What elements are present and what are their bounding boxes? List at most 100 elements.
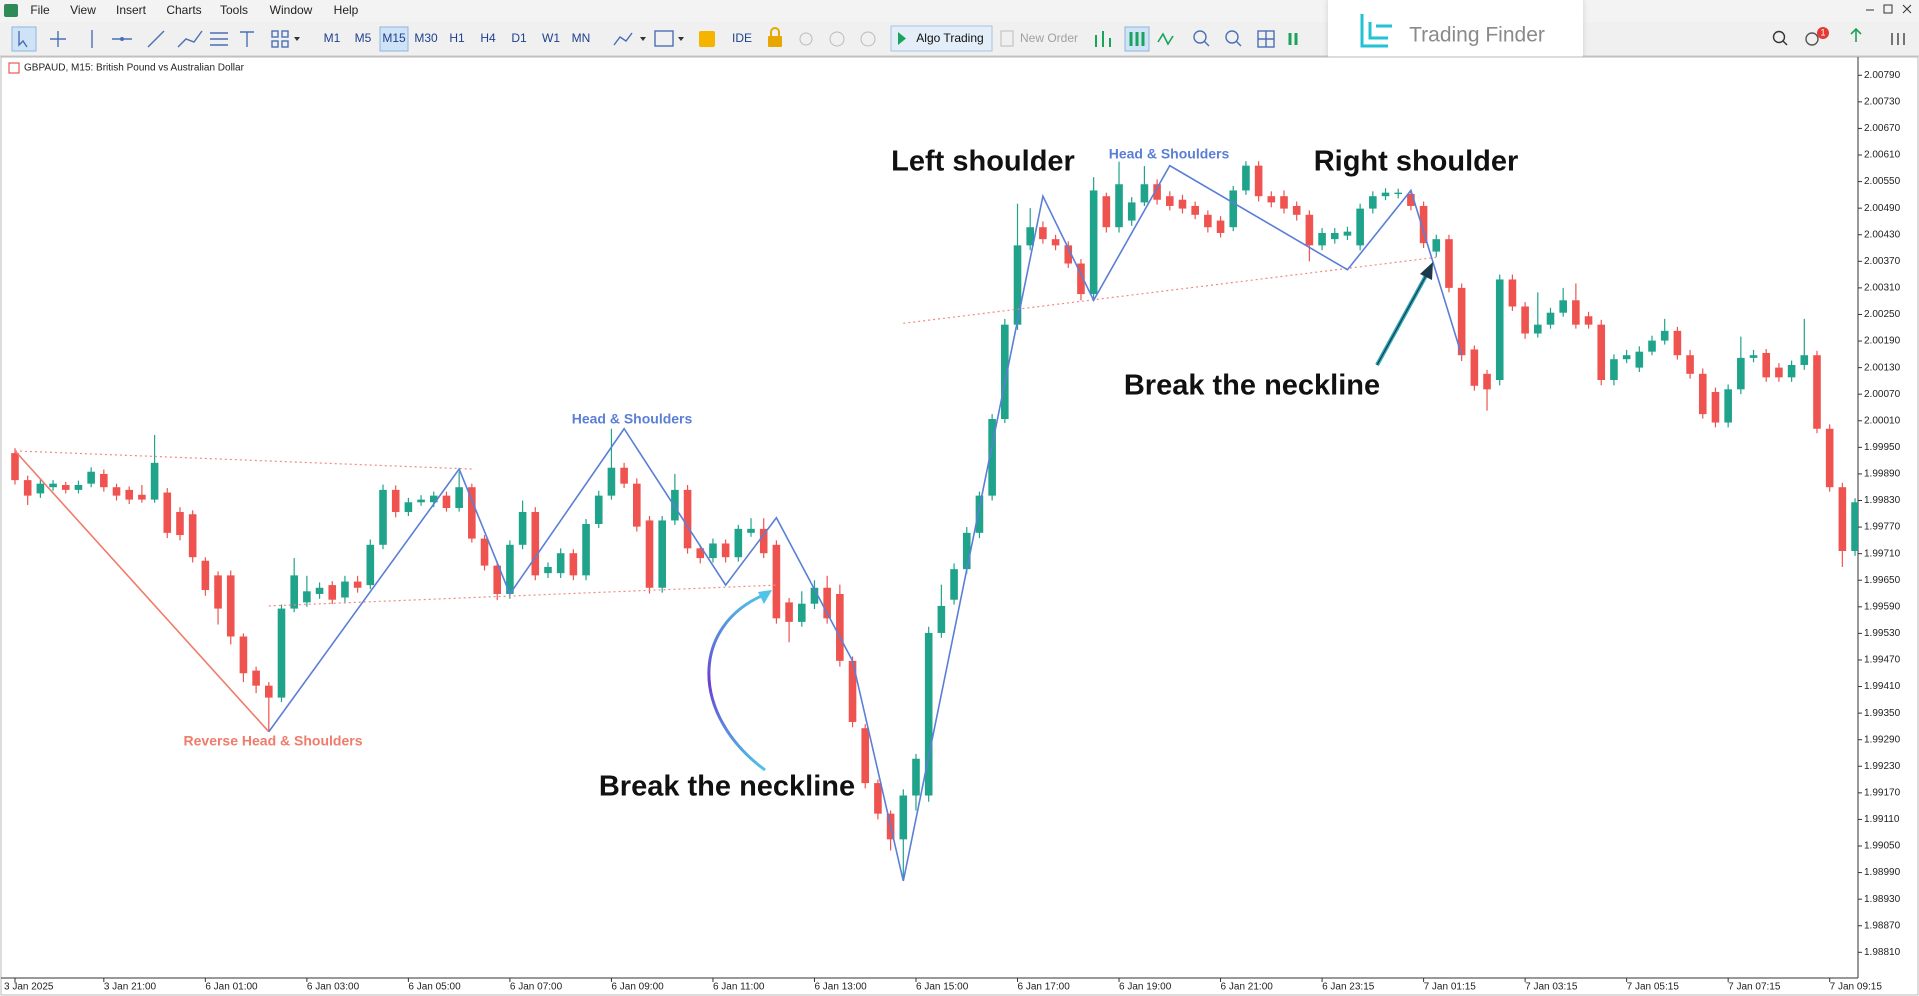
timeframe-button[interactable]: W1 [542,31,560,45]
timeframe-button[interactable]: M15 [382,31,406,45]
candle-body [1711,391,1720,423]
candle-body [455,487,463,509]
candle-body [391,489,400,513]
menu-item[interactable]: File [30,3,50,17]
candle-body [810,587,819,604]
candle-body [1813,355,1821,429]
y-tick-label: 1.99470 [1864,655,1901,666]
candle-body [125,489,134,500]
candle-body [633,483,641,527]
candle-body [1165,196,1174,206]
y-tick-label: 2.00730 [1864,96,1901,107]
candle-body [353,581,362,588]
y-tick-label: 2.00130 [1864,362,1901,373]
timeframe-highlight [379,26,409,52]
x-tick-label: 6 Jan 05:00 [408,982,461,993]
y-tick-label: 1.99110 [1864,814,1900,825]
ide-button[interactable]: IDE [732,31,752,45]
candle-body [1305,214,1314,246]
candle-body [594,495,603,524]
candle-body [265,685,273,698]
timeframe-button[interactable]: M1 [324,31,341,45]
y-tick-label: 2.00010 [1864,415,1901,426]
y-tick-label: 1.99530 [1864,628,1901,639]
candle-body [1381,192,1390,197]
candle-body [11,453,19,481]
x-tick-label: 7 Jan 01:15 [1424,982,1477,993]
timeframe-button[interactable]: MN [572,31,591,45]
plot-area [11,161,1858,882]
algo-trading-button[interactable]: Algo Trading [916,31,983,45]
x-tick-label: 3 Jan 21:00 [104,982,157,993]
candle-body [506,544,514,594]
new-order-button[interactable]: New Order [1020,31,1078,45]
candle-body [937,605,946,633]
timeframe-button[interactable]: H1 [449,31,465,45]
candle-body [1419,205,1428,244]
candle-body [975,495,984,533]
candle-body [988,419,996,496]
candle-body [518,512,527,545]
menu-item[interactable]: Charts [166,3,201,17]
y-tick-label: 1.98810 [1864,947,1901,958]
arrow-head [758,590,772,604]
candle-body [341,581,349,598]
candle-body [1749,355,1758,358]
annotation: Head & Shoulders [572,411,693,427]
y-tick-label: 2.00610 [1864,150,1901,161]
timeframe-button[interactable]: D1 [511,31,527,45]
timeframe-button[interactable]: M30 [414,31,438,45]
menu-item[interactable]: Tools [220,3,248,17]
menu-item[interactable]: Window [270,3,313,17]
candle-body [1204,214,1212,228]
candle-body [1051,239,1060,246]
y-tick-label: 1.99230 [1864,761,1901,772]
candle-body [429,495,438,503]
candle-body [303,591,311,603]
candle-body [582,523,590,576]
menu-item[interactable]: Insert [116,3,147,17]
y-tick-label: 2.00370 [1864,256,1901,267]
timeframe-button[interactable]: H4 [480,31,496,45]
candle-body [1292,205,1301,215]
candle-body [747,528,755,533]
candle-body [620,467,628,484]
menu-item[interactable]: Help [334,3,359,17]
menu-item[interactable]: View [70,3,96,17]
candle-body [1724,389,1732,423]
candle-body [1001,324,1009,420]
candle-body [1229,190,1238,228]
candle-body [1039,227,1047,240]
candle-body [1457,287,1466,356]
candle-body [61,485,70,490]
y-tick-label: 1.99350 [1864,708,1901,719]
y-tick-label: 1.99830 [1864,495,1901,506]
candle-body [1775,367,1783,378]
y-tick-label: 2.00070 [1864,389,1901,400]
candle-body [1369,196,1377,209]
y-tick-label: 1.99950 [1864,442,1901,453]
candle-body [924,632,933,796]
x-tick-label: 6 Jan 19:00 [1119,982,1172,993]
candle-body [1064,245,1073,264]
y-tick-label: 2.00550 [1864,176,1901,187]
timeframe-button[interactable]: M5 [355,31,372,45]
candle-body [683,489,692,549]
candle-body [1534,324,1542,334]
candle-body [239,636,248,674]
candle-body [556,553,565,574]
candle-body [607,467,616,496]
annotation: Head & Shoulders [1109,146,1230,162]
y-tick-label: 2.00310 [1864,283,1901,294]
zigzag [14,450,270,733]
candle-body [836,593,844,661]
candle-body [1787,364,1796,378]
candle-body [1026,227,1034,246]
brand-name: Trading Finder [1409,24,1545,47]
zigzag [268,164,1463,882]
candle-body [1584,316,1593,325]
candle-body [468,487,476,539]
candle-body [1102,196,1111,228]
y-tick-label: 1.99410 [1864,681,1901,692]
x-tick-label: 6 Jan 09:00 [611,982,664,993]
